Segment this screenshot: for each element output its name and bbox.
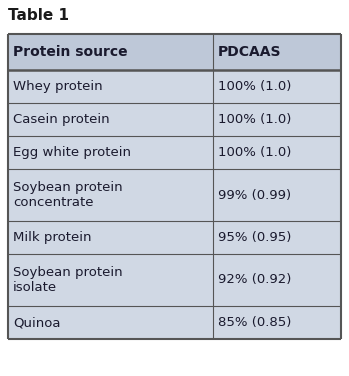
Bar bbox=[8, 221, 341, 254]
Bar bbox=[8, 306, 341, 339]
Text: Soybean protein
isolate: Soybean protein isolate bbox=[13, 266, 122, 294]
Bar bbox=[8, 103, 341, 136]
Text: Protein source: Protein source bbox=[13, 45, 128, 59]
Bar bbox=[8, 70, 341, 103]
Text: 100% (1.0): 100% (1.0) bbox=[218, 146, 291, 159]
Text: Whey protein: Whey protein bbox=[13, 80, 103, 93]
Text: Quinoa: Quinoa bbox=[13, 316, 60, 329]
Text: 95% (0.95): 95% (0.95) bbox=[218, 231, 291, 244]
Bar bbox=[8, 136, 341, 169]
Text: 100% (1.0): 100% (1.0) bbox=[218, 80, 291, 93]
Text: 85% (0.85): 85% (0.85) bbox=[218, 316, 291, 329]
Bar bbox=[8, 169, 341, 221]
Text: Casein protein: Casein protein bbox=[13, 113, 110, 126]
Text: Soybean protein
concentrate: Soybean protein concentrate bbox=[13, 181, 122, 209]
Text: PDCAAS: PDCAAS bbox=[218, 45, 281, 59]
Text: 100% (1.0): 100% (1.0) bbox=[218, 113, 291, 126]
Bar bbox=[8, 34, 341, 70]
Text: 92% (0.92): 92% (0.92) bbox=[218, 273, 291, 287]
Text: 99% (0.99): 99% (0.99) bbox=[218, 188, 291, 202]
Text: Milk protein: Milk protein bbox=[13, 231, 91, 244]
Text: Egg white protein: Egg white protein bbox=[13, 146, 131, 159]
Bar bbox=[8, 254, 341, 306]
Text: Table 1: Table 1 bbox=[8, 8, 69, 23]
